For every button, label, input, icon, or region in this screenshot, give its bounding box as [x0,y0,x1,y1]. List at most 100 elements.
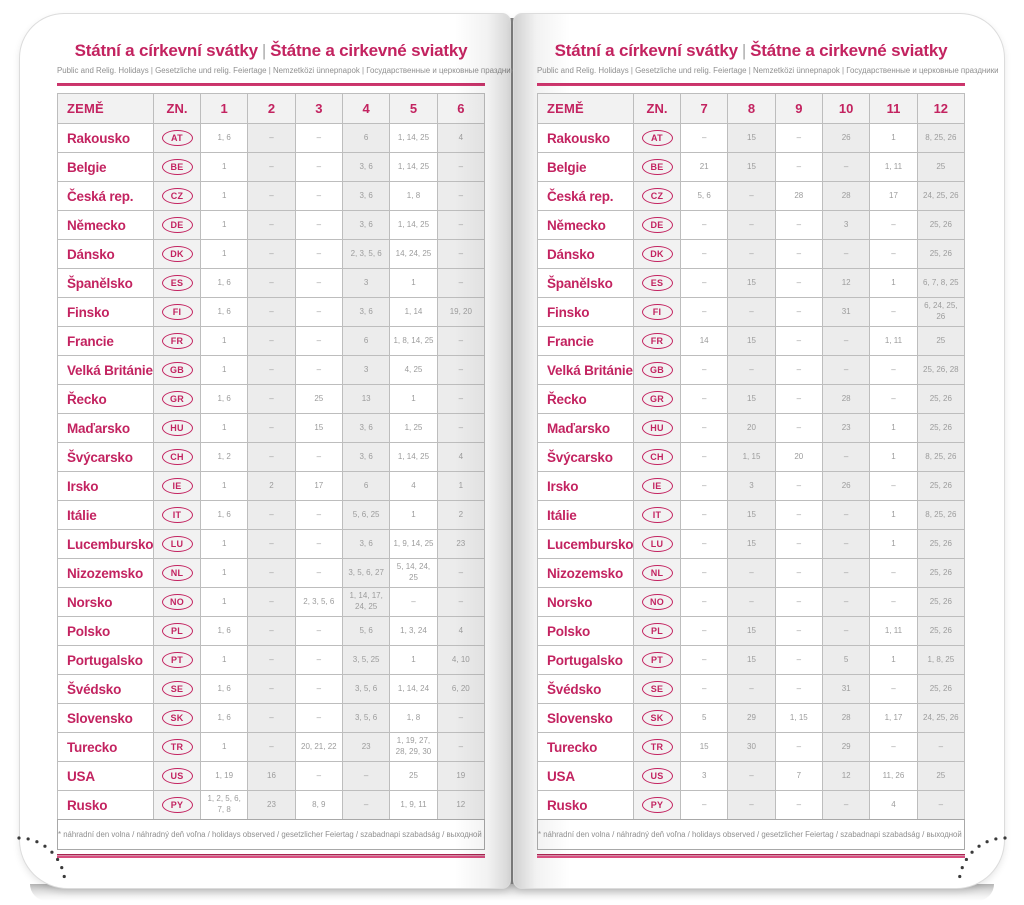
holiday-days-cell: – [679,471,729,501]
holiday-days-cell: – [294,761,343,791]
footer-rule [57,854,485,858]
holiday-days-cell: 1, 6 [199,703,249,733]
code-cell: IE [153,471,201,501]
holiday-days-cell: 28 [774,181,823,211]
holiday-days-cell: 1 [869,123,918,153]
holiday-days-cell: 14, 24, 25 [389,239,438,269]
holiday-days-cell: 12 [436,790,486,820]
holiday-days-cell: – [294,326,343,356]
holiday-days-cell: – [294,645,343,675]
table-row: Francie FR 14 15– –1, 11 25 [537,326,966,356]
month-column-header: 6 [436,93,486,124]
holiday-days-cell: 6, 7, 8, 25 [916,268,966,298]
holiday-days-cell: 15 [727,123,776,153]
holiday-days-cell: 1, 9, 11 [389,790,438,820]
holiday-days-cell: 6 [341,326,391,356]
holiday-days-cell: – [869,297,918,327]
holiday-days-cell: 1, 14, 25 [389,152,438,182]
holiday-days-cell: 21 [679,152,729,182]
holiday-days-cell: – [679,413,729,443]
diary-right-page: Státní a církevní svátky | Štátne a cirkev… [514,14,1004,888]
holiday-days-cell: – [821,587,871,617]
holiday-days-cell: 3 [679,761,729,791]
country-cell: Rusko [537,790,634,820]
country-cell: Itálie [57,500,154,530]
holiday-days-cell: – [727,790,776,820]
table-row: Polsko PL –15– –1, 11 25, 26 [537,616,966,646]
holiday-days-cell: – [727,210,776,240]
code-cell: NL [633,558,681,588]
holiday-days-cell: 8, 25, 26 [916,500,966,530]
holiday-days-cell: 1 [199,558,249,588]
country-code-badge: CH [641,449,673,465]
holiday-days-cell: 1, 14, 25 [389,123,438,153]
country-code-badge: PT [161,652,193,668]
table-row: Německo DE – – –3–25, 26 [537,210,966,240]
holiday-days-cell: 3, 5, 6, 27 [341,558,391,588]
table-row: Rusko PY – – – –4– [537,790,966,820]
code-cell: DE [153,210,201,240]
holiday-days-cell: 3 [341,355,391,385]
holiday-days-cell: 15 [727,268,776,298]
country-cell: Nizozemsko [57,558,154,588]
holiday-days-cell: 1, 11 [869,152,918,182]
table-row: Nizozemsko NL – – – – –25, 26 [537,558,966,588]
code-cell: ES [633,268,681,298]
holiday-days-cell: 23 [821,413,871,443]
month-column-header: 1 [199,93,249,124]
holiday-days-cell: 1 [869,645,918,675]
holiday-days-cell: 1, 6 [199,384,249,414]
country-cell: Německo [57,210,154,240]
holiday-days-cell: 30 [727,732,776,762]
holiday-days-cell: 1 [869,529,918,559]
holiday-days-cell: – [679,442,729,472]
country-cell: Rakousko [57,123,154,153]
holiday-days-cell: 1, 6 [199,674,249,704]
country-cell: Maďarsko [537,413,634,443]
holiday-days-cell: – [247,297,296,327]
holiday-days-cell: 14 [679,326,729,356]
holiday-days-cell: 24, 25, 26 [916,181,966,211]
holiday-days-cell: 25, 26 [916,471,966,501]
holiday-days-cell: 4, 25 [389,355,438,385]
holiday-days-cell: 5, 6 [341,616,391,646]
holiday-days-cell: – [436,268,486,298]
holiday-days-cell: 20 [727,413,776,443]
holiday-days-cell: 25, 26 [916,616,966,646]
holiday-days-cell: – [436,413,486,443]
holiday-days-cell: 17 [294,471,343,501]
country-cell: Polsko [57,616,154,646]
holiday-days-cell: 1 [436,471,486,501]
table-row: Belgie BE 1– –3, 6 1, 14, 25– [57,152,486,182]
holiday-days-cell: 1 [199,355,249,385]
table-row: Lucembursko LU –15– –1 25, 26 [537,529,966,559]
country-cell: Švýcarsko [57,442,154,472]
code-cell: PT [633,645,681,675]
holiday-days-cell: 5, 6, 25 [341,500,391,530]
holiday-days-cell: 17 [869,181,918,211]
table-row: Dánsko DK – – – – –25, 26 [537,239,966,269]
holiday-days-cell: 23 [436,529,486,559]
holiday-days-cell: 29 [727,703,776,733]
country-cell: Dánsko [57,239,154,269]
holiday-days-cell: 8, 9 [294,790,343,820]
holiday-days-cell: 1, 14, 17, 24, 25 [341,587,391,617]
holiday-days-cell: – [869,239,918,269]
holiday-days-cell: 5 [679,703,729,733]
country-code-badge: PY [641,797,673,813]
holiday-days-cell: 15 [727,645,776,675]
country-code-badge: SE [161,681,193,697]
holiday-days-cell: 1 [199,239,249,269]
holiday-days-cell: – [774,239,823,269]
page-subtitle: Public and Relig. Holidays | Gesetzliche… [57,66,519,75]
holiday-days-cell: – [294,152,343,182]
code-cell: SE [153,674,201,704]
table-row: Portugalsko PT –15–5 1 1, 8, 25 [537,645,966,675]
code-cell: PL [153,616,201,646]
holiday-days-cell: 1, 15 [774,703,823,733]
month-column-header: 5 [389,93,438,124]
holiday-days-cell: – [436,558,486,588]
title-divider: | [741,41,747,60]
code-cell: SE [633,674,681,704]
holiday-days-cell: – [341,761,391,791]
